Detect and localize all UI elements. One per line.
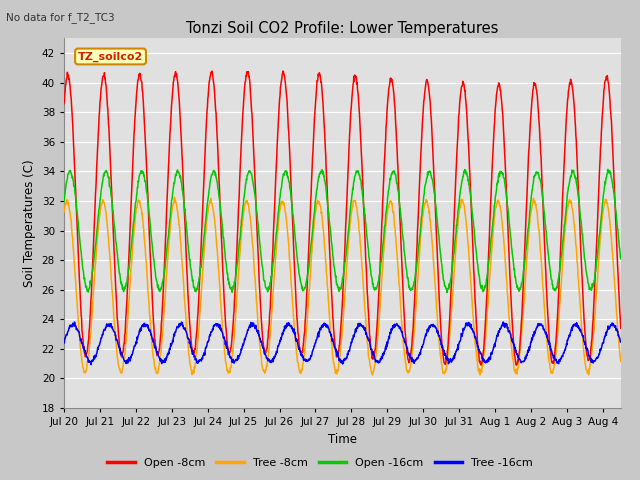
X-axis label: Time: Time <box>328 432 357 445</box>
Title: Tonzi Soil CO2 Profile: Lower Temperatures: Tonzi Soil CO2 Profile: Lower Temperatur… <box>186 21 499 36</box>
Y-axis label: Soil Temperatures (C): Soil Temperatures (C) <box>23 159 36 287</box>
Text: No data for f_T2_TC3: No data for f_T2_TC3 <box>6 12 115 23</box>
Text: TZ_soilco2: TZ_soilco2 <box>78 51 143 61</box>
Legend: Open -8cm, Tree -8cm, Open -16cm, Tree -16cm: Open -8cm, Tree -8cm, Open -16cm, Tree -… <box>102 453 538 472</box>
